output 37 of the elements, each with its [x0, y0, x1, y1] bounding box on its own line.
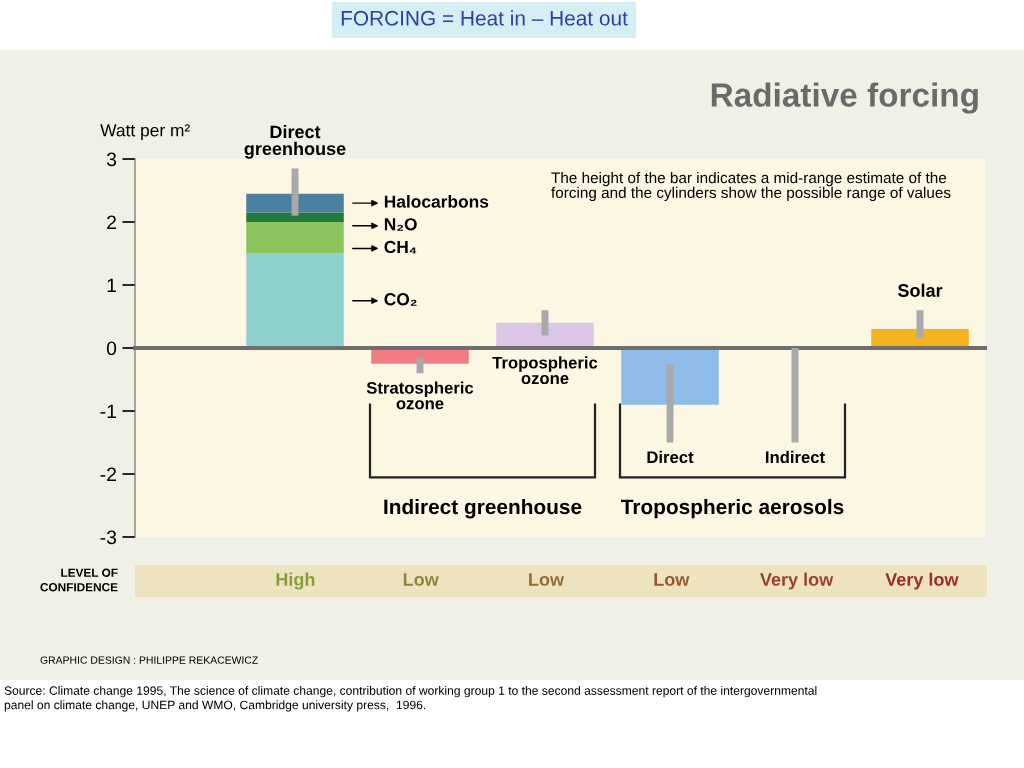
text: GRAPHIC DESIGN : PHILIPPE REKACEWICZ: [40, 656, 258, 664]
annotation: The height of the bar indicates a mid-range estimate of the forcing and the cylinders show the possible range of values: [551, 172, 951, 202]
bar: [621, 348, 719, 405]
bar: [246, 253, 344, 348]
text: High: [276, 572, 315, 590]
y-tick-label: -2: [100, 467, 116, 482]
y-tick-label: -3: [100, 530, 117, 545]
x-tick-label: Direct greenhouse: [244, 124, 346, 159]
annotation: Tropospheric aerosols: [621, 498, 844, 519]
chart-subtitle: Radiative forcing: [711, 82, 978, 114]
y-tick-label: 1: [107, 278, 116, 293]
text: CH₄: [384, 240, 417, 254]
y-axis-title: Watt per m²: [100, 124, 190, 140]
chart-title: FORCING = Heat in – Heat out: [341, 10, 628, 26]
text: Low: [529, 573, 565, 586]
x-tick-label: Indirect: [766, 450, 825, 464]
x-tick-label: Tropospheric ozone: [492, 356, 598, 385]
annotation: Indirect greenhouse: [384, 498, 582, 519]
text: Very low: [760, 572, 834, 590]
y-tick-label: -1: [100, 404, 116, 419]
text: CO₂: [384, 293, 417, 306]
y-tick-label: 2: [107, 215, 116, 230]
x-tick-label: Stratospheric ozone: [366, 381, 474, 410]
bar: [246, 212, 344, 222]
text: LEVEL OF CONFIDENCE: [40, 568, 118, 592]
y-tick-label: 0: [106, 341, 117, 356]
text: Halocarbons: [384, 195, 489, 208]
source-note: Source: Climate change 1995, The science of climate change, contribution of working group 1 to the second assessment report of the intergovernmental panel on climate change, UNEP and WMO, Cambridge university press, 1996.: [4, 686, 817, 712]
text: Low: [654, 573, 690, 586]
text: N₂O: [384, 218, 417, 231]
x-tick-label: Solar: [897, 283, 943, 297]
y-tick-label: 3: [106, 152, 117, 167]
text: Very low: [885, 572, 959, 590]
bar: [246, 222, 344, 254]
x-tick-label: Direct: [647, 450, 694, 464]
text: Low: [403, 573, 439, 586]
bar: [246, 193, 344, 213]
